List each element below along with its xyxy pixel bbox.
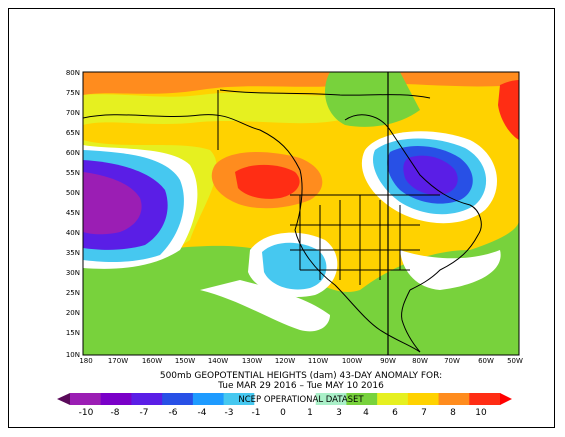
state-borders-h xyxy=(290,224,420,271)
east-coastline xyxy=(344,114,482,291)
anomaly-field xyxy=(83,72,519,355)
caption-line-2: Tue MAR 29 2016 – Tue MAY 10 2016 xyxy=(217,381,384,391)
indigo-low-core-east xyxy=(403,155,458,196)
lon-label: 60W xyxy=(478,357,494,365)
colorbar-label: -7 xyxy=(140,408,149,418)
white-strip-south xyxy=(200,280,330,332)
lat-label: 50N xyxy=(66,189,80,197)
lon-label: 90W xyxy=(380,357,396,365)
colorbar-cell xyxy=(70,393,102,405)
colorbar-label: -8 xyxy=(111,408,120,418)
longitude-labels: 180 170W 160W 150W 140W 130W 120W 110W 1… xyxy=(79,357,523,365)
figure-frame xyxy=(8,8,555,428)
lat-label: 20N xyxy=(66,309,80,317)
lon-label: 180 xyxy=(79,357,92,365)
lon-label: 70W xyxy=(444,357,460,365)
caption-line-1: 500mb GEOPOTENTIAL HEIGHTS (dam) 43-DAY … xyxy=(160,371,442,381)
colorbar: NCEP OPERATIONAL DATASET xyxy=(57,393,512,405)
lat-label: 30N xyxy=(66,269,80,277)
lon-label: 50W xyxy=(507,357,523,365)
green-arctic-patch xyxy=(325,72,420,127)
colorbar-label: -10 xyxy=(79,408,94,418)
lon-label: 130W xyxy=(242,357,262,365)
west-coastline xyxy=(83,114,421,353)
colorbar-cell xyxy=(438,393,470,405)
colorbar-left-arrow xyxy=(57,393,70,405)
colorbar-cell xyxy=(407,393,440,405)
mexico-gulf-coast xyxy=(401,289,421,353)
arctic-coastline xyxy=(219,89,431,99)
lon-label: 170W xyxy=(108,357,128,365)
colorbar-label: -4 xyxy=(198,408,207,418)
state-borders xyxy=(299,195,401,285)
colorbar-right-arrow xyxy=(500,393,512,405)
lon-label: 120W xyxy=(275,357,295,365)
lat-label: 15N xyxy=(66,329,80,337)
lat-label: 75N xyxy=(66,89,80,97)
colorbar-label: 10 xyxy=(475,408,487,418)
lightblue-low-sw xyxy=(262,242,327,290)
colorbar-label: -1 xyxy=(252,408,261,418)
colorbar-label: 8 xyxy=(450,408,456,418)
lat-label: 40N xyxy=(66,229,80,237)
colorbar-cell xyxy=(315,393,347,405)
colorbar-label: 7 xyxy=(421,408,427,418)
colorbar-label: -3 xyxy=(225,408,234,418)
coastlines xyxy=(83,89,482,353)
colorbar-label: 3 xyxy=(336,408,342,418)
lat-label: 45N xyxy=(66,209,80,217)
lon-label: 110W xyxy=(308,357,328,365)
lat-label: 80N xyxy=(66,69,80,77)
dataset-label: NCEP OPERATIONAL DATASET xyxy=(238,395,364,405)
lon-label: 80W xyxy=(412,357,428,365)
latitude-labels: 80N 75N 70N 65N 60N 55N 50N 45N 40N 35N … xyxy=(66,69,80,359)
map-border xyxy=(82,71,520,356)
colorbar-cell xyxy=(223,393,255,405)
colorbar-cell xyxy=(377,393,409,405)
lon-label: 150W xyxy=(175,357,195,365)
lat-label: 70N xyxy=(66,109,80,117)
red-patch-ne xyxy=(498,80,519,140)
lon-label: 160W xyxy=(142,357,162,365)
lat-label: 25N xyxy=(66,289,80,297)
lon-label: 100W xyxy=(342,357,362,365)
lat-label: 10N xyxy=(66,351,80,359)
lat-label: 65N xyxy=(66,129,80,137)
lat-label: 60N xyxy=(66,149,80,157)
yellow-top-band xyxy=(83,92,340,125)
lat-label: 55N xyxy=(66,169,80,177)
political-borders xyxy=(217,90,440,285)
colorbar-cell xyxy=(346,393,378,405)
colorbar-cell xyxy=(254,393,286,405)
colorbar-label: 4 xyxy=(363,408,369,418)
colorbar-cell xyxy=(192,393,225,405)
lat-label: 35N xyxy=(66,249,80,257)
orange-top-band xyxy=(83,72,519,95)
colorbar-cell xyxy=(285,393,317,405)
colorbar-cell xyxy=(131,393,163,405)
lon-label: 140W xyxy=(208,357,228,365)
colorbar-cell xyxy=(100,393,132,405)
white-patch-se xyxy=(400,250,501,290)
colorbar-label: 0 xyxy=(280,408,286,418)
colorbar-label: -6 xyxy=(169,408,178,418)
colorbar-cells xyxy=(70,393,501,405)
colorbar-cell xyxy=(469,393,501,405)
colorbar-labels: -10 -8 -7 -6 -4 -3 -1 0 1 3 4 6 7 8 10 xyxy=(79,408,487,418)
colorbar-label: 1 xyxy=(307,408,313,418)
colorbar-label: 6 xyxy=(392,408,398,418)
purple-low-core-west xyxy=(83,172,142,235)
red-high-core-nw xyxy=(235,164,300,199)
colorbar-cell xyxy=(162,393,194,405)
